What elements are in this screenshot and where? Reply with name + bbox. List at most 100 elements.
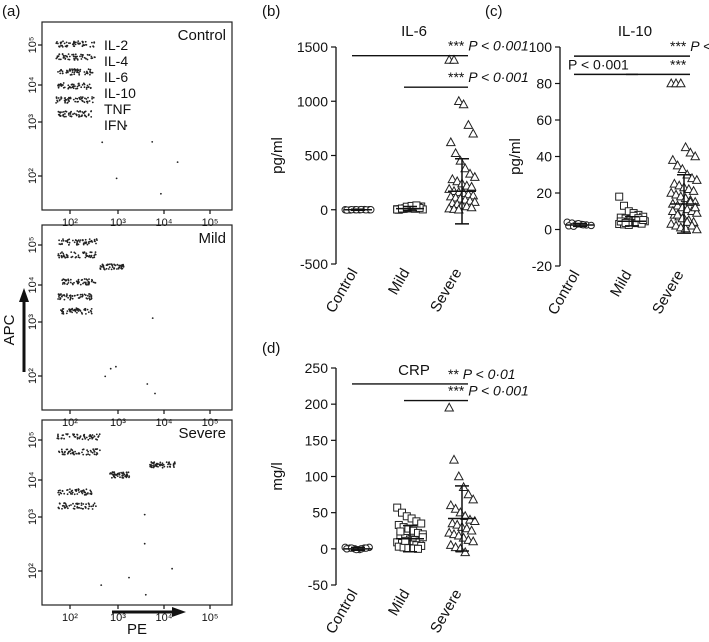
event-dot — [69, 450, 72, 452]
event-dot — [74, 256, 77, 259]
event-dot — [90, 110, 92, 113]
event-dot — [85, 313, 87, 315]
x-tick-label: 10³ — [110, 612, 126, 624]
significance-label: ** P < 0·01 — [448, 366, 516, 382]
y-tick-label: -500 — [300, 256, 328, 272]
event-dot — [76, 87, 79, 90]
data-point-mild — [639, 216, 648, 225]
event-dot — [69, 488, 71, 490]
event-dot — [94, 253, 97, 256]
event-dot — [71, 297, 74, 300]
event-dot — [85, 88, 88, 90]
event-dot — [115, 177, 118, 180]
event-dot — [56, 41, 58, 43]
event-dot — [59, 297, 62, 299]
event-dot — [83, 435, 86, 438]
event-dot — [149, 463, 152, 466]
event-dot — [62, 310, 64, 313]
event-dot — [77, 243, 80, 246]
event-dot — [90, 251, 93, 254]
event-dot — [81, 97, 83, 99]
event-dot — [89, 86, 92, 89]
event-dot — [75, 502, 77, 505]
event-dot — [91, 71, 94, 74]
y-tick-label: 0 — [544, 222, 552, 238]
event-dot — [90, 308, 93, 310]
event-dot — [83, 86, 86, 89]
event-dot — [77, 42, 79, 44]
event-dot — [71, 68, 73, 71]
event-dot — [58, 85, 60, 87]
data-point-mild — [412, 201, 421, 210]
significance-label: *** P < 0·001 — [448, 383, 529, 399]
event-dot — [63, 437, 65, 440]
event-dot — [73, 281, 75, 284]
significance-stars: *** — [448, 38, 468, 54]
y-tick-label: 10² — [27, 168, 39, 184]
event-dot — [90, 71, 92, 74]
event-dot — [80, 58, 83, 60]
event-dot — [85, 252, 88, 255]
event-dot — [95, 433, 98, 436]
event-dot — [67, 87, 70, 89]
event-dot — [72, 502, 74, 505]
event-dot — [87, 114, 90, 117]
event-dot — [58, 239, 60, 242]
event-dot — [72, 98, 75, 101]
event-dot — [85, 503, 87, 506]
event-dot — [67, 112, 70, 115]
event-dot — [64, 97, 67, 99]
event-dot — [58, 70, 61, 72]
x-tick-label: 10³ — [110, 417, 126, 429]
event-dot — [79, 435, 82, 437]
event-dot — [58, 46, 61, 48]
event-dot — [62, 254, 65, 257]
data-point-severe — [468, 494, 479, 504]
event-dot — [89, 434, 92, 437]
event-dot — [79, 296, 82, 298]
data-point-severe — [464, 168, 476, 178]
y-tick-label: 20 — [536, 185, 552, 201]
event-dot — [85, 453, 88, 456]
event-dot — [66, 493, 69, 496]
x-tick-label: Severe — [649, 268, 687, 318]
event-dot — [69, 310, 72, 313]
data-point-severe — [667, 154, 678, 164]
event-dot — [69, 452, 72, 455]
event-dot — [122, 477, 125, 479]
data-point-severe — [458, 98, 469, 109]
event-dot — [72, 507, 75, 510]
event-dot — [72, 283, 74, 286]
data-point-mild — [418, 533, 427, 542]
x-tick-label: Control — [323, 587, 362, 637]
event-dot — [68, 241, 71, 244]
event-dot — [70, 490, 73, 493]
data-point-mild — [417, 519, 426, 528]
event-dot — [68, 244, 70, 246]
event-dot — [83, 308, 86, 311]
event-dot — [122, 471, 125, 474]
event-dot — [81, 448, 84, 451]
event-dot — [127, 471, 130, 474]
event-dot — [57, 298, 59, 300]
event-dot — [61, 490, 64, 492]
event-dot — [57, 489, 60, 492]
event-dot — [57, 437, 60, 440]
event-dot — [112, 471, 114, 474]
event-dot — [84, 437, 87, 440]
event-dot — [65, 99, 68, 101]
significance-stars: *** — [448, 383, 468, 399]
event-dot — [67, 279, 70, 282]
y-tick-label: 10⁵ — [27, 237, 39, 254]
event-dot — [108, 266, 111, 269]
event-dot — [86, 58, 89, 61]
event-dot — [88, 297, 90, 300]
event-dot — [60, 84, 62, 87]
event-dot — [87, 68, 90, 71]
event-dot — [88, 278, 90, 280]
event-dot — [89, 256, 92, 259]
event-dot — [64, 240, 67, 242]
event-dot — [93, 449, 95, 452]
panel-letter-c: (c) — [485, 3, 503, 20]
